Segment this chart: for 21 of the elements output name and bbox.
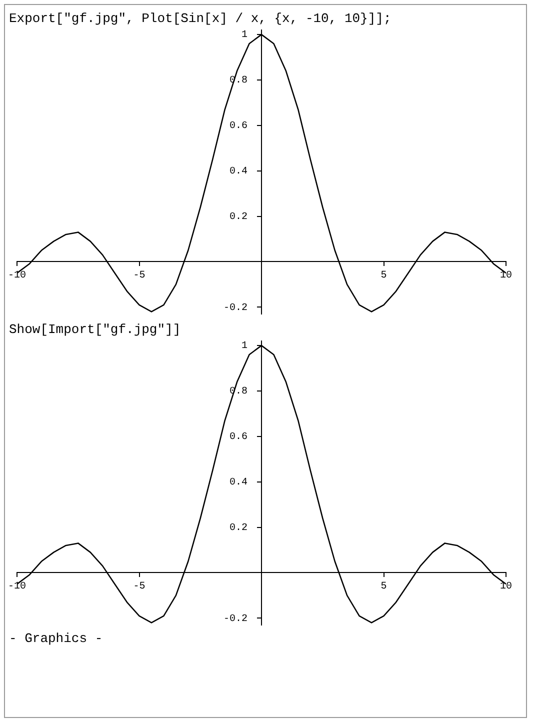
- y-tick-label: 0.6: [229, 432, 248, 444]
- x-tick-label: 5: [380, 270, 387, 282]
- y-tick-label: 0.4: [229, 478, 248, 489]
- x-tick-label: 10: [500, 581, 512, 592]
- y-tick-label: 0.6: [229, 121, 248, 132]
- x-tick-label: -5: [133, 270, 146, 282]
- chart-title: Export["gf.jpg", Plot[Sin[x] / x, {x, -10, 10}]];: [9, 11, 392, 26]
- chart-title: Show[Import["gf.jpg"]]: [9, 322, 182, 337]
- x-tick-label: -5: [133, 581, 146, 592]
- y-tick-label: -0.2: [223, 302, 248, 314]
- x-tick-label: -10: [8, 270, 26, 282]
- x-tick-label: 5: [380, 581, 387, 592]
- y-tick-label: -0.2: [223, 614, 248, 625]
- text: - Graphics -: [9, 631, 104, 646]
- y-tick-label: 0.2: [229, 522, 248, 534]
- y-tick-label: 0.2: [229, 212, 248, 223]
- x-tick-label: 10: [500, 270, 512, 282]
- y-tick-label: 1: [241, 341, 248, 352]
- y-tick-label: 1: [241, 30, 248, 42]
- y-tick-label: 0.4: [229, 166, 248, 178]
- x-tick-label: -10: [8, 581, 26, 592]
